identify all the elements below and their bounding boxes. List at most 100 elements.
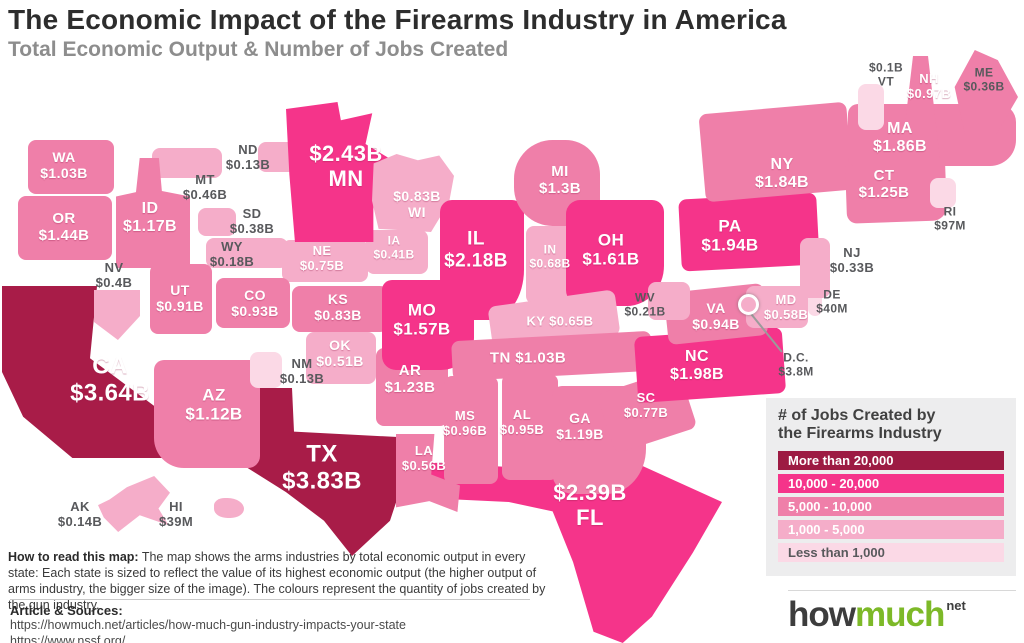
state-oh-shape xyxy=(566,200,664,306)
state-ok-label: OK $0.51B xyxy=(316,337,364,369)
state-mn-label: $2.43B MN xyxy=(309,140,383,191)
state-me-label: ME $0.36B xyxy=(963,65,1005,93)
state-ms-shape xyxy=(444,376,498,484)
state-ut-label: UT $0.91B xyxy=(156,282,204,314)
header: The Economic Impact of the Firearms Indu… xyxy=(8,4,787,62)
legend-item-1: 10,000 - 20,000 xyxy=(778,473,1004,493)
state-az-shape xyxy=(154,360,260,468)
state-nm-shape xyxy=(250,352,282,388)
state-wa-shape xyxy=(28,140,114,194)
state-nj-label: NJ $0.33B xyxy=(829,245,875,275)
legend-title-line1: # of Jobs Created by xyxy=(778,407,936,424)
state-hi-shape xyxy=(214,498,244,518)
state-nd-label: ND $0.13B xyxy=(225,142,271,172)
state-de-label: DE $40M xyxy=(816,287,848,315)
dc-callout-circle-icon xyxy=(738,294,759,315)
legend-panel: # of Jobs Created by the Firearms Indust… xyxy=(766,398,1016,576)
state-md-label: MD $0.58B xyxy=(763,292,809,322)
how-to-read-note: How to read this map: The map shows the … xyxy=(8,549,556,613)
state-co-label: CO $0.93B xyxy=(231,287,279,319)
state-mi-label: MI $1.3B xyxy=(538,162,582,197)
page-title: The Economic Impact of the Firearms Indu… xyxy=(8,4,787,35)
state-ut-shape xyxy=(150,264,212,334)
state-ct-label: CT $1.25B xyxy=(858,166,910,201)
legend-item-4: Less than 1,000 xyxy=(778,542,1004,562)
state-in-label: IN $0.68B xyxy=(529,242,571,270)
state-hi-label: HI $39M xyxy=(158,499,194,529)
state-tx-label: TX $3.83B xyxy=(282,440,362,495)
howmuch-logo[interactable]: howmuch net xyxy=(788,590,1016,632)
state-nv-shape xyxy=(94,290,140,340)
legend-title: # of Jobs Created by the Firearms Indust… xyxy=(778,407,1004,444)
state-nm-label: NM $0.13B xyxy=(279,356,325,386)
state-ia-shape xyxy=(366,230,428,274)
state-sd-label: SD $0.38B xyxy=(229,206,275,236)
legend-item-3: 1,000 - 5,000 xyxy=(778,519,1004,539)
state-oh-label: OH $1.61B xyxy=(582,230,640,269)
state-or-label: OR $1.44B xyxy=(38,209,90,244)
state-la-label: LA $0.56B xyxy=(401,443,447,473)
state-wa-label: WA $1.03B xyxy=(40,149,88,181)
source-url-1[interactable]: https://howmuch.net/articles/how-much-gu… xyxy=(10,618,406,632)
state-wi-label: $0.83B WI xyxy=(393,188,441,220)
state-ky-label: KY $0.65B xyxy=(526,313,594,329)
state-ne-label: NE $0.75B xyxy=(299,243,345,273)
state-wy-label: WY $0.18B xyxy=(209,239,255,269)
state-wy-shape xyxy=(206,238,288,268)
logo-net: net xyxy=(946,598,966,613)
state-nh-label: NH $0.97B xyxy=(906,71,952,101)
state-sd-shape xyxy=(198,208,236,236)
state-al-shape xyxy=(502,374,558,480)
page-subtitle: Total Economic Output & Number of Jobs C… xyxy=(8,38,509,61)
legend-item-0: More than 20,000 xyxy=(778,450,1004,470)
state-fl-label: $2.39B FL xyxy=(553,479,627,530)
state-ma-label: MA $1.86B xyxy=(873,119,927,155)
state-ri-label: RI $97M xyxy=(934,204,966,232)
state-al-label: AL $0.95B xyxy=(499,407,545,437)
state-ms-label: MS $0.96B xyxy=(442,408,488,438)
legend-title-line2: the Firearms Industry xyxy=(778,425,942,443)
state-ne-shape xyxy=(282,240,368,282)
state-nc-label: NC $1.98B xyxy=(670,347,724,383)
state-pa-label: PA $1.94B xyxy=(701,216,759,255)
state-vt-shape xyxy=(858,84,884,130)
state-ok-shape xyxy=(306,332,376,384)
state-ia-label: IA $0.41B xyxy=(373,233,415,261)
state-mt-shape xyxy=(152,148,222,178)
state-wv-shape xyxy=(648,282,690,320)
state-il-label: IL $2.18B xyxy=(444,228,508,271)
state-dc-label: D.C. $3.8M xyxy=(778,350,814,378)
state-tn-label: TN $1.03B xyxy=(489,349,567,367)
logo-much: much xyxy=(854,595,945,634)
state-nj-shape xyxy=(800,238,830,298)
state-ar-label: AR $1.23B xyxy=(384,361,436,396)
state-ri-shape xyxy=(930,178,956,208)
legend-item-2: 5,000 - 10,000 xyxy=(778,496,1004,516)
state-ca-label: CA $3.64B xyxy=(70,352,150,407)
state-ny-label: NY $1.84B xyxy=(755,155,809,191)
state-nv-label: NV $0.4B xyxy=(95,260,133,290)
state-ga-label: GA $1.19B xyxy=(556,410,604,442)
legend-rows: More than 20,000 10,000 - 20,000 5,000 - 1… xyxy=(778,450,1004,562)
howmuch-logo-text: howmuch net xyxy=(788,595,966,634)
state-az-label: AZ $1.12B xyxy=(185,385,243,424)
state-sc-label: SC $0.77B xyxy=(623,390,669,420)
source-url-2[interactable]: https://www.nssf.org/ xyxy=(10,633,126,643)
state-wv-label: WV $0.21B xyxy=(624,290,666,318)
how-to-read-label: How to read this map: xyxy=(8,550,139,564)
state-mo-label: MO $1.57B xyxy=(393,300,451,339)
state-vt-label: $0.1B VT xyxy=(868,60,904,88)
state-id-label: ID $1.17B xyxy=(123,199,177,235)
state-ks-shape xyxy=(292,286,388,332)
state-va-label: VA $0.94B xyxy=(692,300,740,332)
logo-how: how xyxy=(788,595,856,634)
state-or-shape xyxy=(18,196,112,260)
sources-label: Article & Sources: xyxy=(10,603,123,618)
how-to-read-text: The map shows the arms industries by tot… xyxy=(8,550,546,612)
state-ak-label: AK $0.14B xyxy=(57,499,103,529)
state-mt-label: MT $0.46B xyxy=(182,172,228,202)
state-co-shape xyxy=(216,278,290,328)
state-ks-label: KS $0.83B xyxy=(314,291,362,323)
